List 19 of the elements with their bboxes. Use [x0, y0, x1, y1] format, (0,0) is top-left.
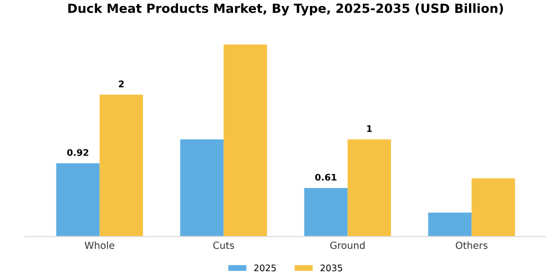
bar — [100, 94, 143, 237]
bar — [56, 163, 100, 237]
bar — [180, 139, 224, 237]
legend-label: 2025 — [254, 264, 276, 272]
x-tick-label: Cuts — [213, 242, 234, 249]
data-label: 0.61 — [315, 174, 336, 181]
legend-label: 2035 — [320, 264, 342, 272]
data-label: 1 — [367, 125, 372, 132]
x-tick-label: Ground — [330, 241, 365, 249]
bar — [472, 178, 515, 237]
bar — [348, 139, 391, 237]
chart-title: Duck Meat Products Market, By Type, 2025-2035 (USD Billion) — [68, 3, 503, 16]
bar — [304, 188, 348, 237]
bar — [224, 44, 267, 237]
data-label: 2 — [118, 80, 124, 88]
data-label: 0.92 — [67, 149, 88, 156]
bar — [428, 212, 472, 237]
x-tick-label: Whole — [84, 241, 114, 249]
x-tick-label: Others — [456, 241, 488, 249]
